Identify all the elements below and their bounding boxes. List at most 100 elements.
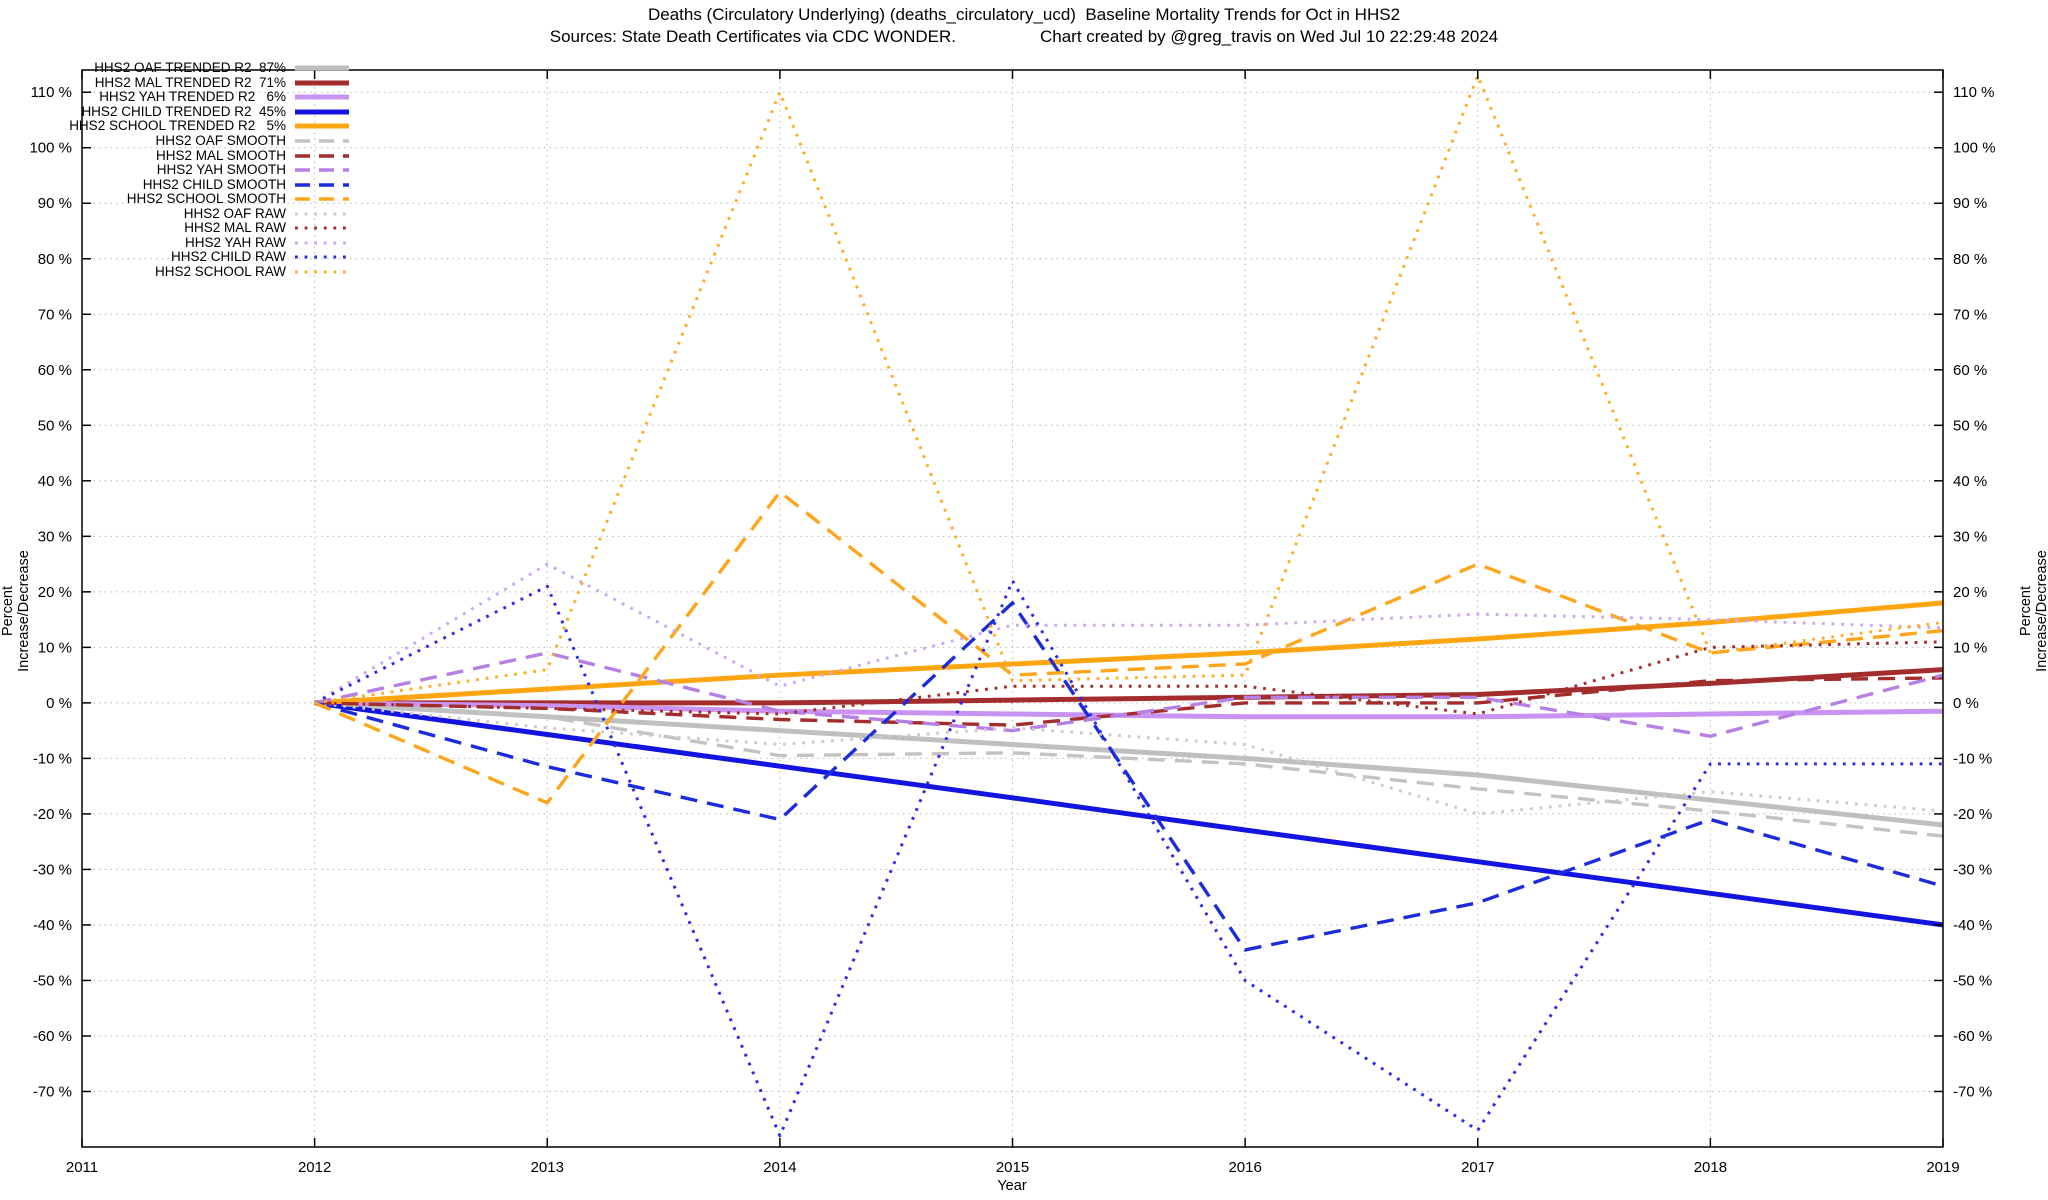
legend-label: HHS2 SCHOOL TRENDED R2 5% [69,118,286,134]
y-tick-label-right: -20 % [1953,806,1992,823]
legend-label: HHS2 OAF SMOOTH [155,133,286,148]
legend-line-sample [295,226,349,230]
y-tick-label-right: -70 % [1953,1083,1992,1100]
y-tick-label-left: 90 % [38,195,72,212]
y-tick-label-right: 30 % [1953,528,1987,545]
y-tick-label-right: 50 % [1953,417,1987,434]
chart-legend: HHS2 OAF TRENDED R2 87% HHS2 MAL TRENDED … [0,61,349,279]
legend-line-sample [295,94,349,100]
legend-label: HHS2 CHILD TRENDED R2 45% [81,103,286,119]
y-tick-label-left: -10 % [33,750,72,767]
legend-line-sample [295,109,349,115]
series-line-hhs2-child-trended [314,700,1944,928]
series-line-hhs2-oaf-smooth [314,701,1944,838]
y-tick-label-left: 70 % [38,306,72,323]
y-tick-label-left: 30 % [38,528,72,545]
y-tick-label-right: 0 % [1953,695,1979,712]
series-line-hhs2-school-smooth [313,490,1944,805]
y-tick-label-left: 50 % [38,417,72,434]
legend-line-sample [295,80,349,86]
y-tick-label-right: 40 % [1953,473,1987,490]
legend-line-sample [295,241,349,245]
series-line-hhs2-mal-raw [314,640,1944,716]
y-tick-label-right: -30 % [1953,861,1992,878]
y-tick-label-right: 20 % [1953,584,1987,601]
legend-item-hhs2-school-raw: HHS2 SCHOOL RAW [0,263,349,280]
legend-label: HHS2 MAL SMOOTH [155,147,286,163]
y-tick-label-right: 70 % [1953,306,1987,323]
legend-line-sample [295,168,349,172]
x-tick-label: 2012 [298,1159,331,1176]
legend-item-hhs2-yah-smooth: HHS2 YAH SMOOTH [0,163,349,178]
legend-label: HHS2 YAH RAW [184,234,286,250]
legend-line-sample [295,255,349,259]
legend-label: HHS2 YAH TRENDED R2 6% [99,89,286,105]
legend-line-sample [295,153,349,158]
series-line-hhs2-oaf-trended [314,700,1944,828]
y-tick-label-left: -30 % [33,861,72,878]
y-tick-label-right: 80 % [1953,251,1987,268]
x-tick-label: 2017 [1461,1159,1494,1176]
y-axis-label-left: Percent Increase/Decrease [0,550,32,672]
y-tick-label-right: 60 % [1953,362,1987,379]
y-tick-label-right: -50 % [1953,972,1992,989]
plot-border [81,69,1944,1148]
series-line-hhs2-school-raw [314,74,1944,705]
legend-line-sample [295,197,349,201]
y-tick-label-left: -60 % [33,1028,72,1045]
legend-item-hhs2-oaf-smooth: HHS2 OAF SMOOTH [0,134,349,149]
legend-line-sample [295,139,349,143]
chart-title: Deaths (Circulatory Underlying) (deaths_… [647,5,1401,24]
series-line-hhs2-child-smooth [314,601,1944,952]
legend-line-sample [295,182,349,187]
legend-label: HHS2 MAL TRENDED R2 71% [94,74,286,90]
y-tick-label-right: 90 % [1953,195,1987,212]
x-tick-label: 2014 [763,1159,796,1176]
legend-item-hhs2-oaf-raw: HHS2 OAF RAW [0,206,349,221]
x-tick-label: 2015 [996,1159,1029,1176]
legend-item-hhs2-child-smooth: HHS2 CHILD SMOOTH [0,177,349,192]
legend-item-hhs2-school-smooth: HHS2 SCHOOL SMOOTH [0,192,349,207]
legend-line-sample [295,65,349,71]
y-tick-label-left: -50 % [33,972,72,989]
x-tick-label: 2019 [1926,1159,1959,1176]
x-tick-label: 2016 [1228,1159,1261,1176]
y-tick-label-left: 20 % [38,584,72,601]
legend-item-hhs2-mal-smooth: HHS2 MAL SMOOTH [0,148,349,163]
legend-line-sample [295,270,349,274]
y-tick-label-left: -70 % [33,1083,72,1100]
y-tick-label-right: -40 % [1953,917,1992,934]
legend-item-hhs2-child-trended: HHS2 CHILD TRENDED R2 45% [0,103,349,120]
y-axis-label-right: Percent Increase/Decrease [2018,550,2048,672]
y-tick-label-left: 110 % [31,84,72,101]
legend-line-sample [295,212,349,216]
legend-item-hhs2-yah-raw: HHS2 YAH RAW [0,234,349,251]
legend-label: HHS2 SCHOOL RAW [154,263,286,279]
y-tick-label-left: -40 % [33,917,72,934]
legend-item-hhs2-school-trended: HHS2 SCHOOL TRENDED R2 5% [0,119,349,134]
legend-item-hhs2-child-raw: HHS2 CHILD RAW [0,250,349,265]
series-line-hhs2-school-trended [314,600,1944,706]
legend-item-hhs2-oaf-trended: HHS2 OAF TRENDED R2 87% [0,61,349,76]
legend-label: HHS2 SCHOOL SMOOTH [126,191,286,207]
series-line-hhs2-yah-smooth [314,651,1944,738]
x-tick-label: 2018 [1694,1159,1727,1176]
legend-label: HHS2 OAF TRENDED R2 87% [94,60,286,76]
chart-credit: Chart created by @greg_travis on Wed Jul… [1039,27,1499,46]
y-tick-label-left: 60 % [38,362,72,379]
x-tick-label: 2013 [531,1159,564,1176]
y-tick-label-left: 40 % [38,473,72,490]
x-axis-label: Year [997,1178,1027,1194]
legend-label: HHS2 OAF RAW [183,205,286,221]
legend-label: HHS2 CHILD RAW [170,249,286,265]
y-tick-label-left: 10 % [38,639,72,656]
legend-line-sample [295,123,349,129]
chart-sources: Sources: State Death Certificates via CD… [549,27,956,46]
series-line-hhs2-child-raw [313,579,1943,1138]
y-tick-label-right: -10 % [1953,750,1992,767]
y-tick-label-right: 100 % [1953,140,1996,157]
series-line-hhs2-oaf-raw [314,701,1944,816]
y-tick-label-left: 80 % [38,251,72,268]
